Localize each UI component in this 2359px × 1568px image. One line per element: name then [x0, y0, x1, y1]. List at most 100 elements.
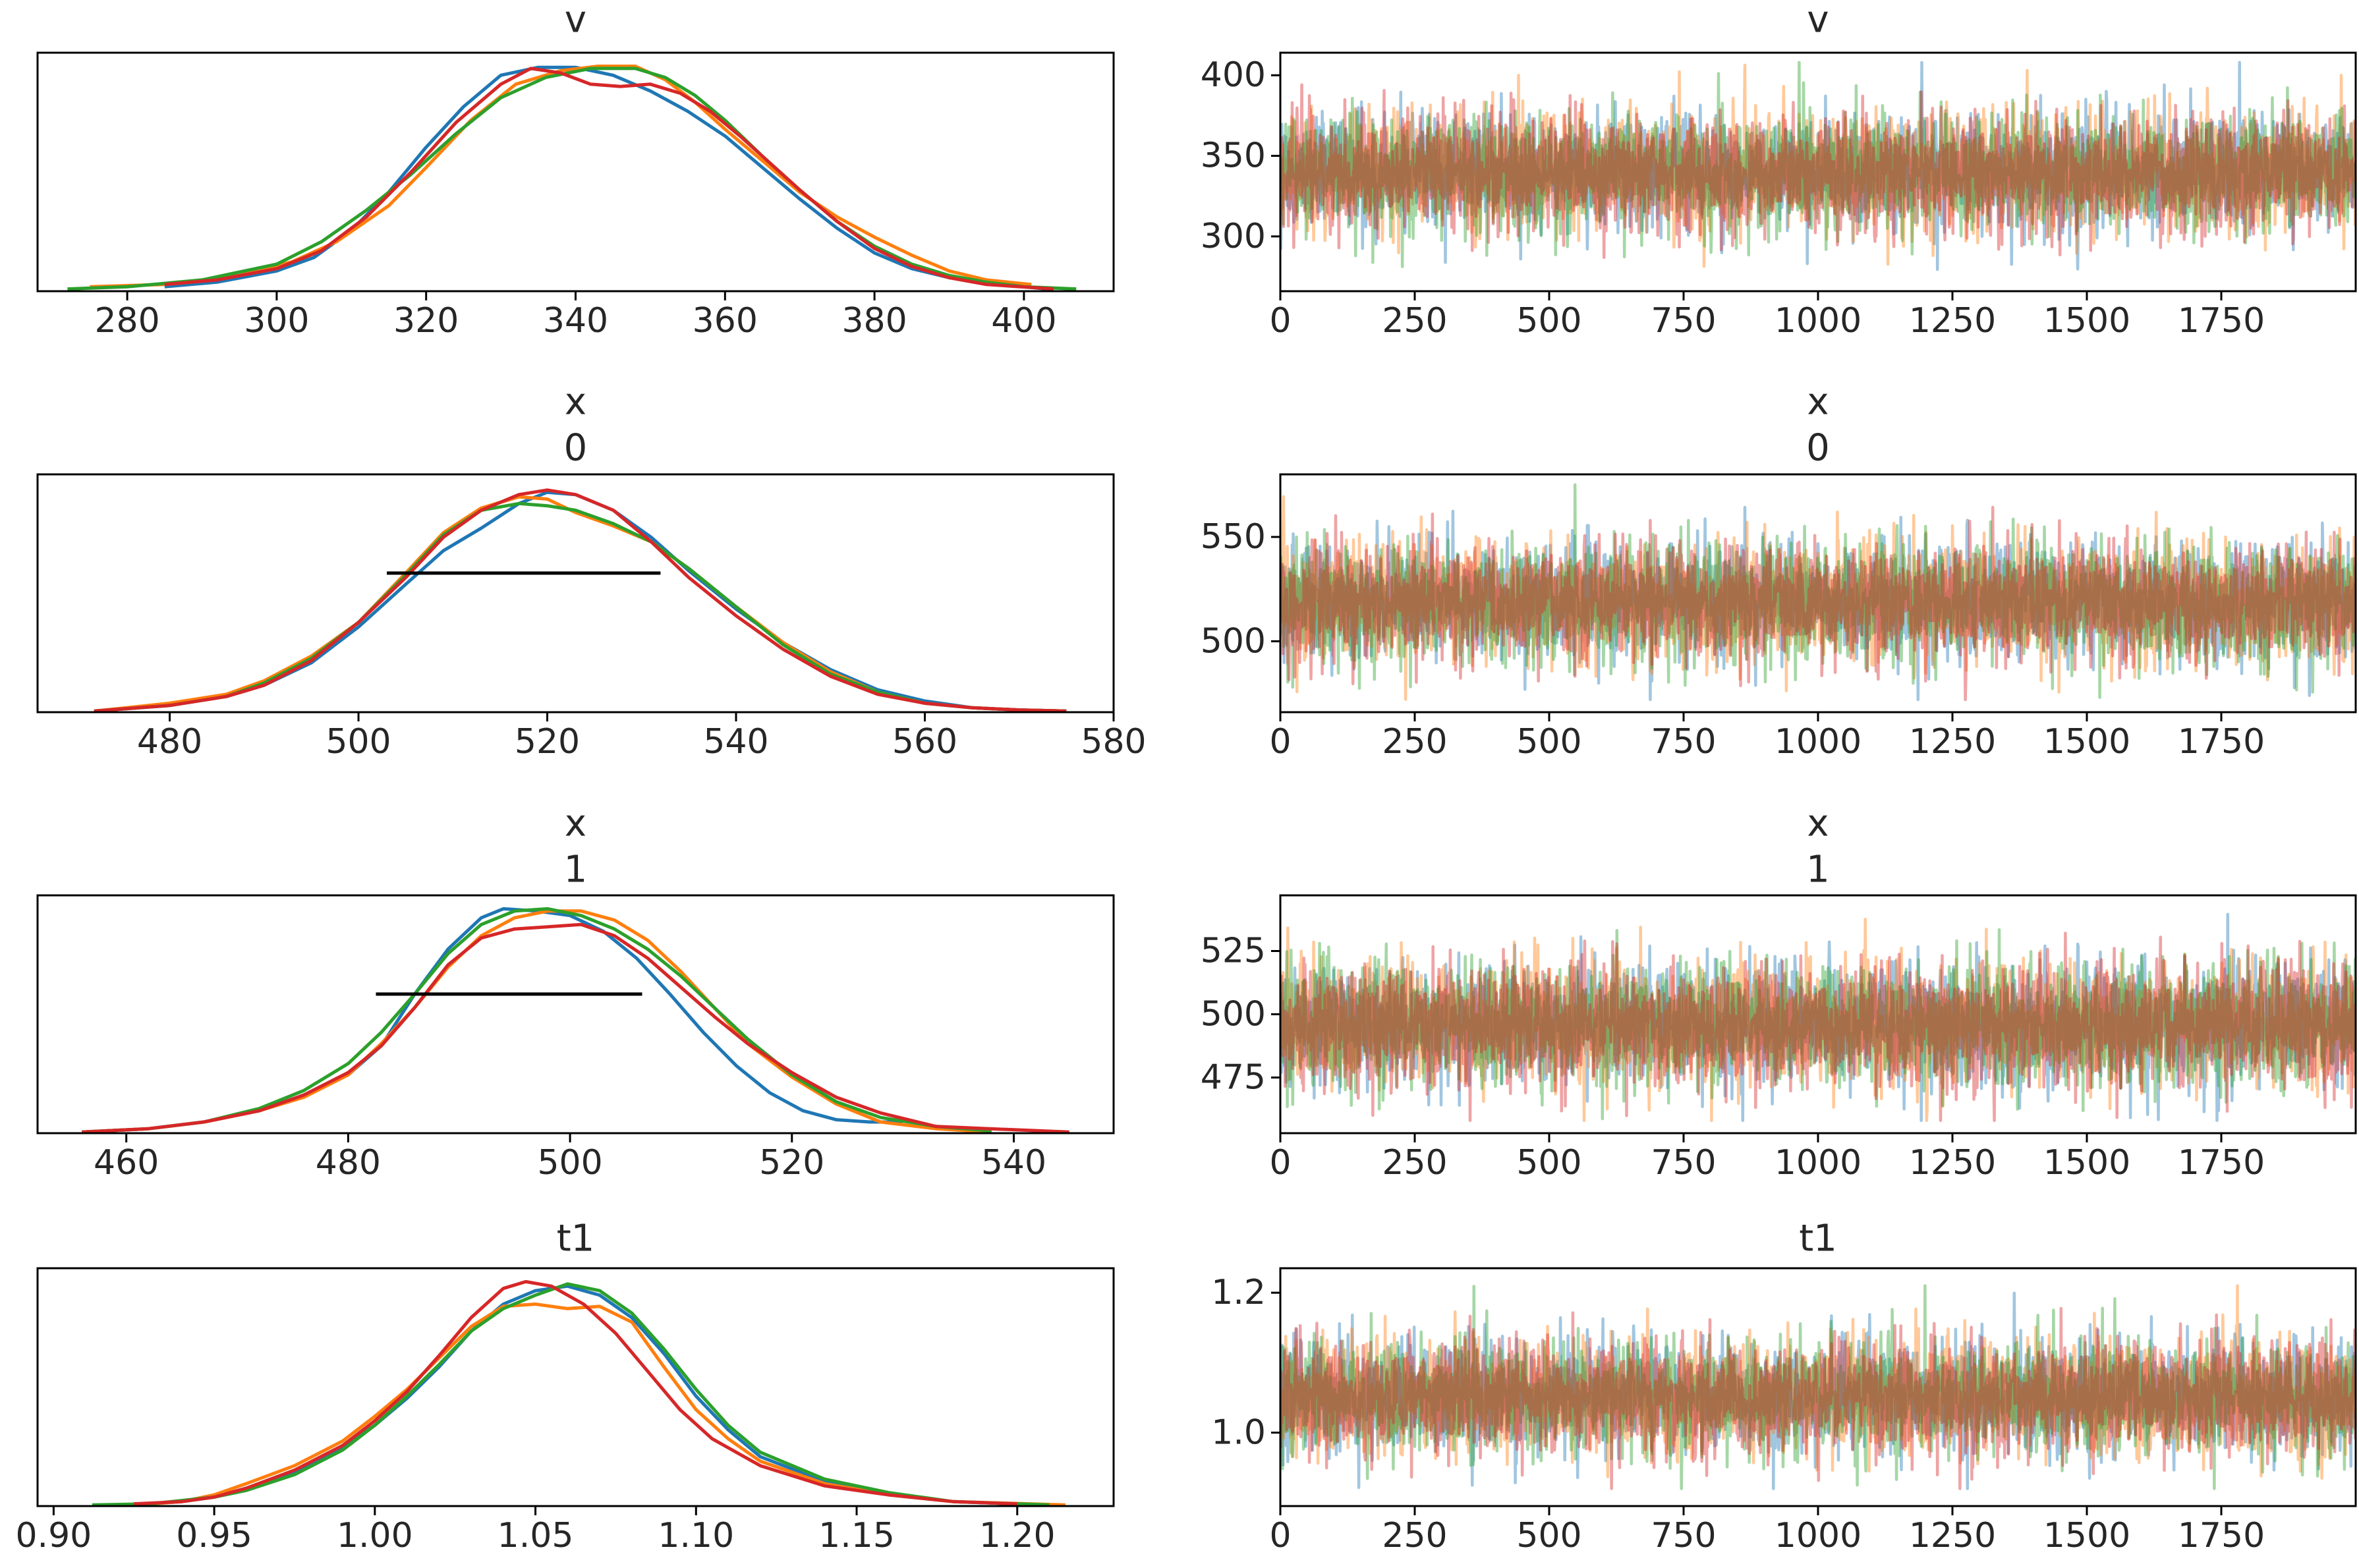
panel-2-density-axes-frame	[36, 473, 1115, 714]
panel-6-density-xtick-label-09: 0.90	[15, 1516, 92, 1555]
panel-1-trace-xtick-label-250: 250	[1382, 301, 1447, 341]
panel-2-density-title-line-1: 0	[564, 427, 588, 470]
panel-4-density-xtick-label-520: 520	[759, 1143, 824, 1183]
panel-1-trace-trace-line-2	[1280, 61, 2356, 268]
panel-3-trace-xtick-label-0: 0	[1269, 722, 1291, 762]
panel-5-trace-xtick-label-250: 250	[1382, 1143, 1447, 1183]
panel-4-density-axes-frame	[36, 894, 1115, 1134]
panel-2-density-title-line-0: x	[565, 381, 586, 424]
panel-3-trace-trace-line-1	[1280, 495, 2356, 701]
panel-6-density-xtick-label-105: 1.05	[497, 1516, 574, 1555]
panel-2-density-xtick-label-480: 480	[137, 722, 202, 762]
panel-5-trace-xtick-label-1250: 1250	[1909, 1143, 1996, 1183]
panel-0-density-axes-frame	[36, 51, 1115, 293]
panel-6-density-kde-line-2	[92, 1282, 1050, 1506]
panel-5-trace-xtick-label-1000: 1000	[1775, 1143, 1862, 1183]
panel-1-trace-xtick-label-1000: 1000	[1775, 301, 1862, 341]
panel-2-density-kde-line-2	[94, 501, 1067, 712]
panel-2-density: x0 480 500 520 540 560 580	[36, 381, 1147, 762]
panel-0-density-xtick-label-360: 360	[693, 301, 758, 341]
panel-6-density-kde-line-1	[150, 1302, 1066, 1506]
panel-1-trace-plot-area	[1280, 61, 2356, 271]
panel-7-trace-trace-line-2	[1280, 1284, 2356, 1490]
panel-3-trace-trace-line-0	[1280, 505, 2356, 702]
panel-2-density-xtick-label-560: 560	[892, 722, 957, 762]
panel-1-trace-xtick-label-500: 500	[1516, 301, 1581, 341]
panel-5-trace: x1 0 250 500 750 1000 1250 1500 1750 475 500 525	[1201, 802, 2357, 1183]
panel-7-trace-xtick-label-750: 750	[1651, 1516, 1716, 1555]
panel-7-trace-title-line-0: t1	[1799, 1218, 1837, 1260]
panel-2-density-xtick-label-520: 520	[515, 722, 580, 762]
panel-7-trace-trace-line-3	[1280, 1306, 2356, 1490]
panel-5-trace-title-line-0: x	[1807, 802, 1829, 845]
panel-0-density-title-line-0: v	[565, 0, 586, 42]
panel-1-trace-trace-line-0	[1280, 61, 2356, 271]
panel-3-trace-trace-line-2	[1280, 483, 2356, 699]
panel-6-density-plot-area	[92, 1279, 1066, 1506]
panel-7-trace-xtick-label-250: 250	[1382, 1516, 1447, 1555]
panel-7-trace-ytick-label-1: 1.0	[1211, 1413, 1266, 1453]
panel-2-density-kde-line-1	[94, 495, 1067, 712]
panel-4-density-xtick-label-500: 500	[537, 1143, 602, 1183]
panel-4-density-kde-line-1	[82, 909, 992, 1133]
panel-6-density-xtick-label-1: 1.00	[337, 1516, 413, 1555]
panel-7-trace-trace-line-0	[1280, 1291, 2356, 1490]
panel-4-density-xtick-label-480: 480	[316, 1143, 381, 1183]
panel-1-trace-ytick-label-400: 400	[1201, 55, 1266, 95]
panel-0-density-xtick-label-320: 320	[393, 301, 459, 341]
panel-6-density: t1 0.90 0.95 1.00 1.05 1.10 1.15 1.20	[15, 1218, 1115, 1555]
panel-7-trace: t1 0 250 500 750 1000 1250 1500 1750 1.0 1.2	[1211, 1218, 2357, 1555]
panel-6-density-axes-frame	[36, 1267, 1115, 1507]
panel-4-density-kde-line-3	[82, 922, 1069, 1133]
panel-4-density-xtick-label-460: 460	[94, 1143, 159, 1183]
panel-3-trace-plot-area	[1280, 483, 2356, 702]
panel-5-trace-trace-line-1	[1280, 918, 2356, 1123]
panel-3-trace-title-line-1: 0	[1806, 427, 1830, 470]
panel-6-density-title-line-0: t1	[557, 1218, 595, 1260]
panel-1-trace-ytick-label-350: 350	[1201, 136, 1266, 176]
panel-3-trace-title-line-0: x	[1807, 381, 1829, 424]
panel-7-trace-xtick-label-500: 500	[1516, 1516, 1581, 1555]
panel-5-trace-trace-line-2	[1280, 928, 2356, 1121]
panel-0-density-plot-area	[67, 65, 1077, 291]
panel-5-trace-xtick-label-1750: 1750	[2178, 1143, 2265, 1183]
panel-1-trace-trace-line-3	[1280, 83, 2356, 260]
panel-4-density-kde-line-2	[82, 907, 992, 1133]
panel-5-trace-ytick-label-525: 525	[1201, 931, 1266, 970]
panel-5-trace-ytick-label-500: 500	[1201, 995, 1266, 1034]
panel-6-density-xtick-label-095: 0.95	[176, 1516, 252, 1555]
panel-1-trace-xtick-label-1750: 1750	[2178, 301, 2265, 341]
panel-0-density-kde-line-1	[90, 65, 1032, 289]
panel-1-trace-xtick-label-1500: 1500	[2043, 301, 2130, 341]
panel-1-trace: v 0 250 500 750 1000 1250 1500 1750 300 350 400	[1201, 0, 2357, 341]
panel-4-density-plot-area	[82, 907, 1069, 1133]
panel-4-density-title-line-1: 1	[564, 849, 588, 891]
panel-4-density-kde-line-0	[82, 907, 903, 1133]
panel-3-trace-xtick-label-1250: 1250	[1909, 722, 1996, 762]
panel-7-trace-plot-area	[1280, 1284, 2356, 1490]
panel-5-trace-xtick-label-1500: 1500	[2043, 1143, 2130, 1183]
panel-7-trace-xtick-label-0: 0	[1269, 1516, 1291, 1555]
panel-7-trace-xtick-label-1000: 1000	[1775, 1516, 1862, 1555]
panel-2-density-xtick-label-500: 500	[326, 722, 391, 762]
panel-3-trace-xtick-label-500: 500	[1516, 722, 1581, 762]
panel-5-trace-title-line-1: 1	[1806, 849, 1830, 891]
panel-7-trace-xtick-label-1750: 1750	[2178, 1516, 2265, 1555]
panel-1-trace-ytick-label-300: 300	[1201, 217, 1266, 256]
panel-5-trace-plot-area	[1280, 912, 2356, 1123]
panel-7-trace-trace-line-1	[1280, 1284, 2356, 1480]
panel-5-trace-trace-line-0	[1280, 912, 2356, 1123]
panel-3-trace-xtick-label-250: 250	[1382, 722, 1447, 762]
panel-4-density-title-line-0: x	[565, 802, 586, 845]
panel-2-density-xtick-label-580: 580	[1081, 722, 1146, 762]
panel-5-trace-xtick-label-500: 500	[1516, 1143, 1581, 1183]
panel-5-trace-xtick-label-0: 0	[1269, 1143, 1291, 1183]
panel-5-trace-ytick-label-475: 475	[1201, 1058, 1266, 1098]
panel-5-trace-trace-line-3	[1280, 932, 2356, 1123]
panel-6-density-kde-line-3	[134, 1279, 1017, 1506]
panel-1-trace-xtick-label-0: 0	[1269, 301, 1291, 341]
panel-3-trace-xtick-label-1500: 1500	[2043, 722, 2130, 762]
panel-3-trace-trace-line-3	[1280, 505, 2356, 702]
